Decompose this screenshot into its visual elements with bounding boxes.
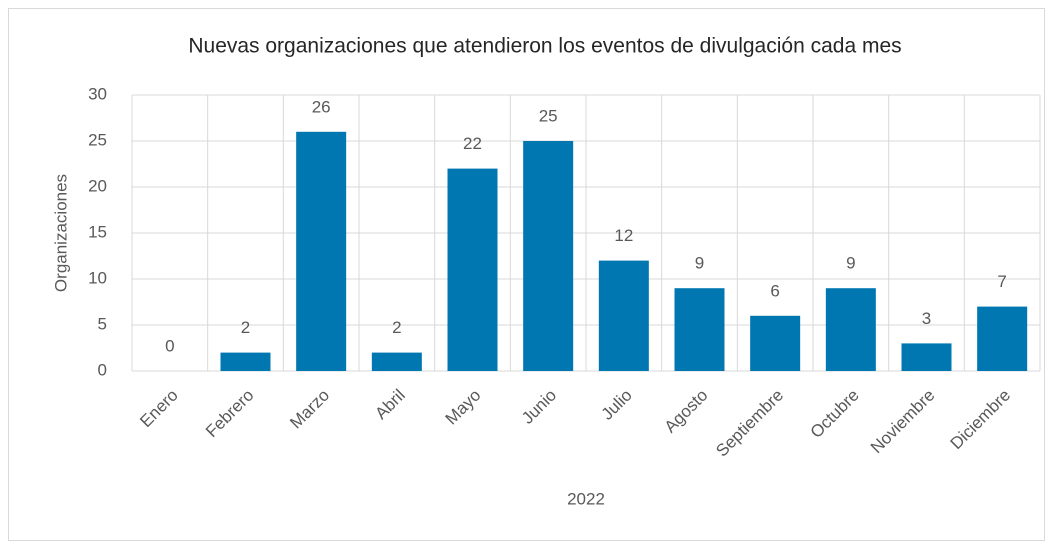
data-label: 2: [241, 318, 250, 337]
bar: [220, 352, 271, 371]
bar: [447, 168, 498, 371]
y-tick-label: 0: [98, 360, 107, 379]
data-label: 26: [312, 97, 331, 116]
y-tick-label: 20: [88, 176, 107, 195]
bar: [598, 260, 649, 371]
bar: [523, 141, 574, 371]
bar: [901, 343, 952, 371]
y-tick-label: 30: [88, 84, 107, 103]
bar: [825, 288, 876, 371]
data-label: 6: [770, 281, 779, 300]
data-label: 25: [539, 106, 558, 125]
x-axis-label: 2022: [567, 489, 605, 508]
bar: [750, 315, 801, 371]
data-label: 9: [695, 254, 704, 273]
y-tick-label: 15: [88, 222, 107, 241]
data-label: 0: [165, 336, 174, 355]
data-label: 3: [922, 309, 931, 328]
data-label: 9: [846, 254, 855, 273]
data-label: 12: [614, 226, 633, 245]
y-tick-label: 10: [88, 268, 107, 287]
y-tick-label: 25: [88, 130, 107, 149]
data-label: 7: [997, 272, 1006, 291]
chart-title: Nuevas organizaciones que atendieron los…: [188, 35, 901, 58]
bar: [977, 306, 1028, 371]
data-label: 2: [392, 318, 401, 337]
data-label: 22: [463, 134, 482, 153]
bar: [296, 131, 347, 371]
bar: [371, 352, 422, 371]
y-axis-label: Organizaciones: [51, 174, 70, 292]
y-tick-label: 5: [98, 314, 107, 333]
bar: [674, 288, 725, 371]
